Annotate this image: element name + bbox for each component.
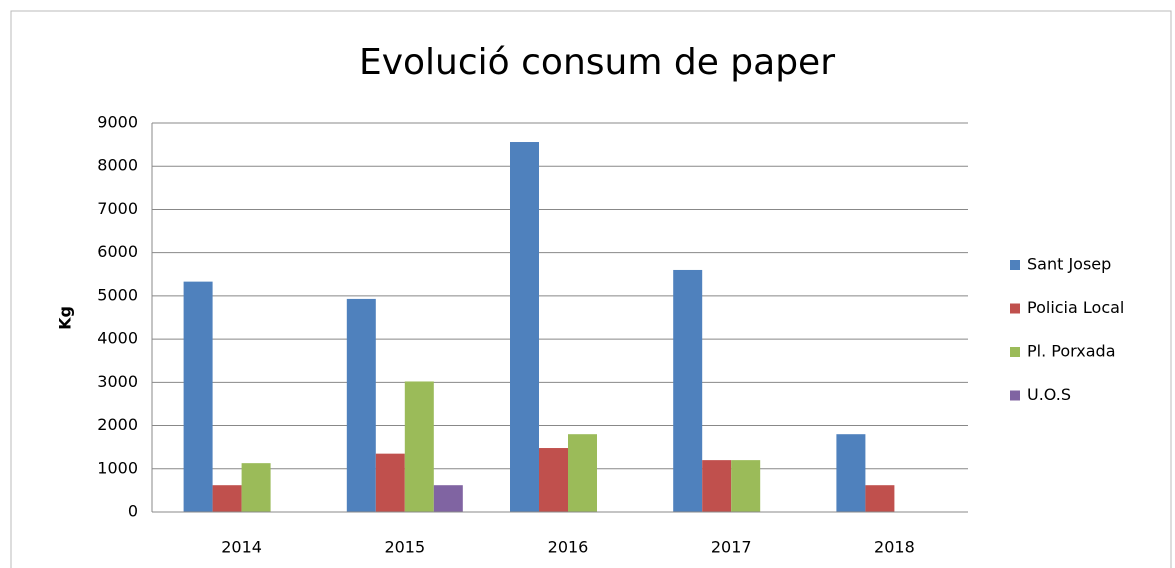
x-tick-label: 2017 — [711, 538, 752, 557]
x-tick-label: 2014 — [221, 538, 262, 557]
legend-label: Sant Josep — [1027, 255, 1111, 274]
legend-label: U.O.S — [1027, 385, 1071, 404]
y-tick-label: 8000 — [97, 156, 138, 175]
y-tick-label: 2000 — [97, 415, 138, 434]
bar — [510, 142, 539, 513]
y-tick-label: 4000 — [97, 329, 138, 348]
y-tick-label: 3000 — [97, 372, 138, 391]
y-axis-label: Kg — [56, 306, 75, 330]
chart-title: Evolució consum de paper — [359, 42, 835, 83]
bar — [346, 298, 376, 512]
legend-label: Pl. Porxada — [1027, 342, 1116, 361]
y-tick-label: 7000 — [97, 199, 138, 218]
legend-swatch — [1010, 260, 1020, 270]
bar — [673, 269, 703, 512]
y-tick-label: 6000 — [97, 242, 138, 261]
bar — [212, 485, 242, 512]
x-tick-label: 2018 — [874, 538, 915, 557]
bar — [404, 381, 434, 512]
bar — [836, 434, 866, 512]
bar — [433, 485, 463, 512]
bar — [568, 434, 597, 512]
y-tick-label: 1000 — [97, 458, 138, 477]
y-tick-label: 5000 — [97, 285, 138, 304]
bar — [731, 460, 761, 512]
y-tick-label: 0 — [128, 502, 138, 521]
bar — [375, 453, 405, 512]
legend-swatch — [1010, 390, 1020, 401]
x-tick-label: 2016 — [548, 538, 589, 557]
bar — [702, 460, 732, 512]
legend-label: Policia Local — [1027, 298, 1124, 317]
bar — [865, 485, 895, 512]
bar — [241, 463, 271, 512]
y-tick-label: 9000 — [97, 113, 138, 132]
bar — [539, 448, 568, 512]
bar — [183, 281, 213, 512]
legend-swatch — [1010, 347, 1020, 357]
legend-swatch — [1010, 303, 1020, 314]
x-tick-label: 2015 — [384, 538, 425, 557]
